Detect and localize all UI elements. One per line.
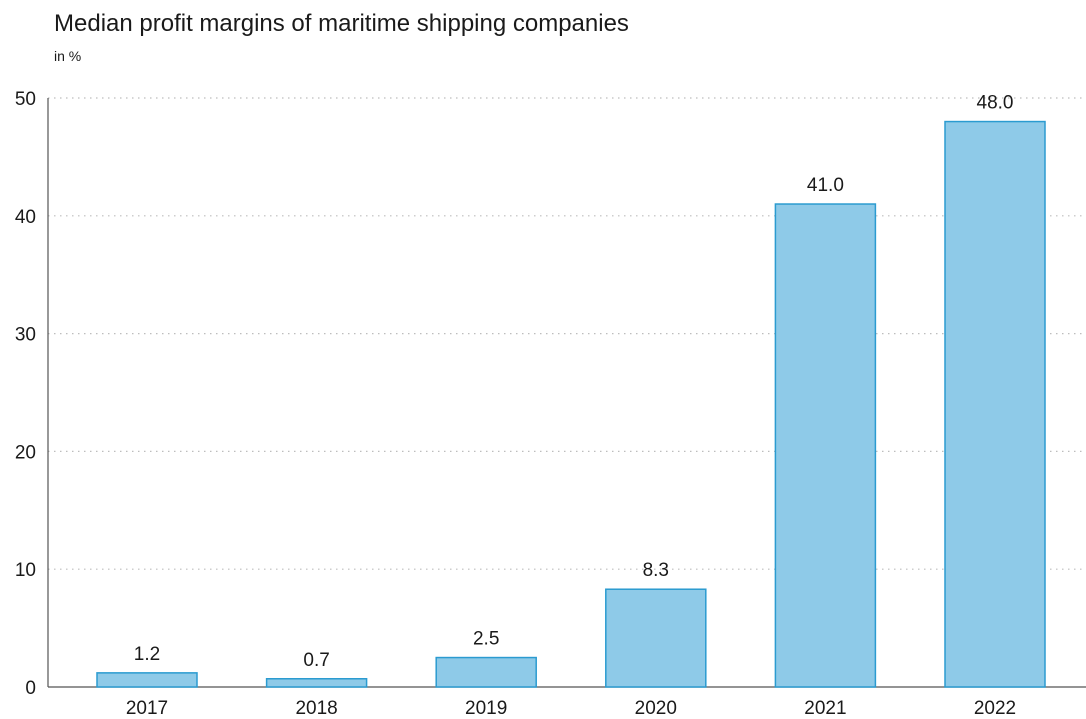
bar xyxy=(435,656,537,688)
bars xyxy=(96,120,1046,688)
data-label: 8.3 xyxy=(643,560,669,581)
y-tick-label: 50 xyxy=(15,89,36,110)
bar xyxy=(605,588,707,688)
data-label: 48.0 xyxy=(977,93,1014,114)
axes xyxy=(47,98,1086,688)
chart-subtitle: in % xyxy=(54,48,82,64)
bar xyxy=(96,672,198,688)
bar xyxy=(944,120,1046,688)
y-tick-label: 30 xyxy=(15,325,36,346)
y-tick-label: 0 xyxy=(25,678,36,699)
data-label: 41.0 xyxy=(807,175,844,196)
x-tick-label: 2021 xyxy=(804,698,846,719)
y-tick-label: 40 xyxy=(15,207,36,228)
x-tick-label: 2018 xyxy=(295,698,337,719)
x-tick-label: 2019 xyxy=(465,698,507,719)
data-label: 2.5 xyxy=(473,629,499,650)
chart-title: Median profit margins of maritime shippi… xyxy=(54,10,629,37)
x-tick-label: 2022 xyxy=(974,698,1016,719)
data-label: 0.7 xyxy=(303,650,329,671)
y-tick-label: 20 xyxy=(15,442,36,463)
x-tick-label: 2017 xyxy=(126,698,168,719)
y-tick-label: 10 xyxy=(15,560,36,581)
bar xyxy=(265,678,368,688)
grid-lines xyxy=(48,97,1086,570)
data-label: 1.2 xyxy=(134,644,160,665)
labels: 0 10 20 30 40 50 1.2 2017 0.7 2018 2.5 2019 8.3 2020 4… xyxy=(15,89,1016,719)
bar xyxy=(774,203,877,688)
x-tick-label: 2020 xyxy=(635,698,677,719)
